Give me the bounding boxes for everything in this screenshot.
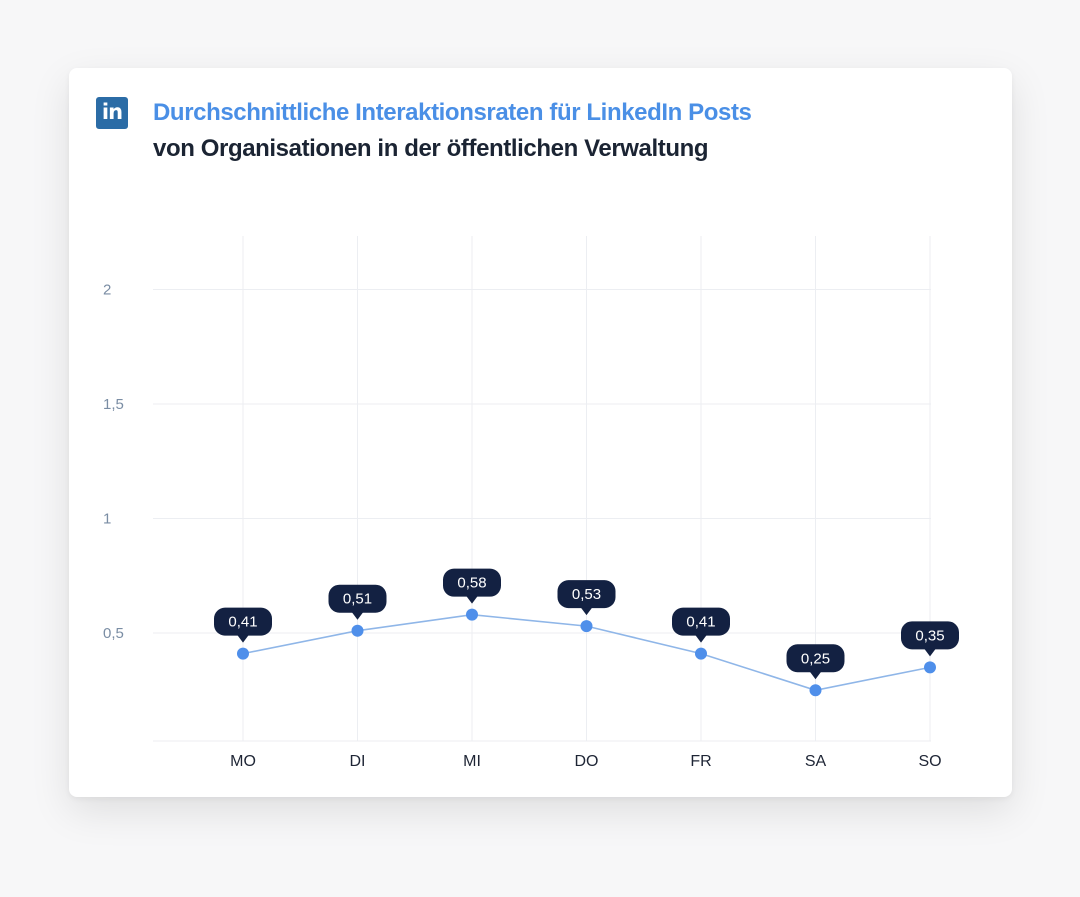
data-point: [237, 647, 249, 660]
data-point: [809, 684, 822, 697]
data-label-pointer: [237, 634, 249, 643]
data-label-bubble: [901, 621, 959, 650]
data-point: [580, 620, 593, 633]
data-label: 0,41: [686, 614, 715, 631]
data-label-pointer: [695, 634, 707, 643]
data-label-pointer: [580, 607, 593, 616]
chart-card: in Durchschnittliche Interaktionsraten f…: [69, 68, 1012, 797]
data-label: 0,51: [343, 591, 372, 608]
x-tick-label: SO: [918, 753, 941, 770]
x-tick-label: MO: [230, 753, 256, 770]
linkedin-logo-icon: in: [96, 97, 128, 129]
data-point: [924, 661, 936, 674]
x-tick-label: DO: [575, 753, 599, 770]
y-tick-label: 2: [103, 282, 111, 299]
y-tick-label: 0,5: [103, 625, 124, 642]
y-tick-label: 1,5: [103, 396, 124, 413]
data-point: [466, 608, 478, 621]
data-label-bubble: [672, 607, 730, 636]
data-label: 0,35: [915, 627, 944, 644]
linkedin-logo-text: in: [101, 100, 123, 124]
chart-subtitle: von Organisationen in der öffentlichen V…: [153, 135, 709, 162]
x-tick-label: SA: [805, 753, 827, 770]
x-tick-label: MI: [463, 753, 481, 770]
x-tick-label: DI: [350, 753, 366, 770]
y-tick-label: 1: [103, 511, 111, 528]
data-label: 0,41: [228, 614, 257, 631]
data-point: [695, 647, 707, 660]
data-label-bubble: [328, 584, 387, 613]
data-label: 0,58: [457, 575, 486, 592]
data-label-bubble: [557, 580, 616, 609]
data-point: [351, 624, 364, 637]
x-tick-label: FR: [690, 753, 711, 770]
data-label: 0,25: [801, 650, 830, 667]
data-label: 0,53: [572, 586, 601, 603]
data-label-pointer: [351, 611, 364, 620]
data-label-pointer: [809, 671, 822, 680]
data-label-bubble: [786, 644, 845, 673]
data-label-pointer: [466, 595, 478, 604]
data-label-bubble: [443, 568, 501, 597]
chart-title: Durchschnittliche Interaktionsraten für …: [153, 99, 752, 126]
data-label-pointer: [924, 648, 936, 657]
data-label-bubble: [214, 607, 272, 636]
